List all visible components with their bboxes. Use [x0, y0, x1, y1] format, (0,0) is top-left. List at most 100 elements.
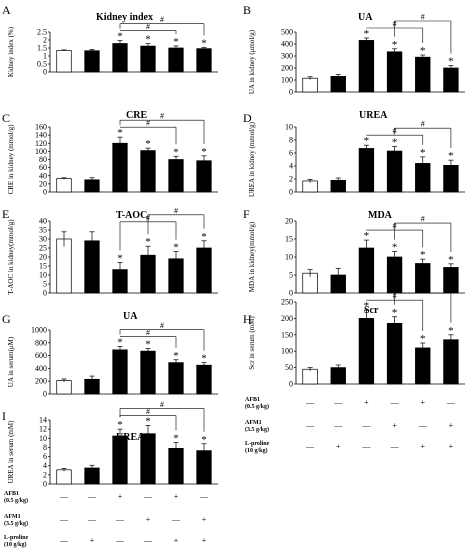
bracket-label: # — [174, 206, 178, 215]
significance-star: * — [145, 339, 151, 351]
significance-star: * — [201, 146, 207, 158]
y-tick-label: 400 — [281, 40, 293, 49]
bar — [196, 48, 212, 73]
treatment-row-label: L-proline — [4, 535, 29, 541]
y-tick-label: 35 — [39, 226, 47, 235]
y-tick-label: 160 — [35, 123, 47, 132]
y-tick-label: 300 — [281, 52, 293, 61]
significance-star: * — [201, 38, 207, 50]
significance-star: * — [117, 337, 123, 349]
treatment-sign: + — [202, 515, 207, 524]
panel-letter: I — [2, 409, 6, 423]
y-axis-label: UREA in serum (mM) — [7, 420, 15, 483]
y-axis-label: Scr in serum (mM) — [248, 316, 256, 370]
y-tick-label: 0 — [43, 68, 47, 77]
y-tick-label: 0 — [43, 289, 47, 298]
treatment-row-label: (3.5 g/kg) — [4, 520, 28, 527]
panel-letter: B — [243, 3, 251, 17]
y-tick-label: 4 — [289, 162, 293, 171]
bracket-label: # — [146, 328, 150, 337]
significance-star: * — [173, 432, 179, 444]
bar — [112, 142, 128, 193]
y-tick-label: 600 — [35, 351, 47, 360]
treatment-sign: — — [115, 515, 125, 524]
bar — [415, 347, 431, 385]
bar — [302, 368, 318, 385]
significance-star: * — [364, 230, 370, 242]
panel-title: T-AOC — [116, 210, 147, 221]
y-tick-label: 200 — [35, 377, 47, 386]
y-tick-label: 100 — [35, 147, 47, 156]
treatment-sign: — — [333, 421, 343, 430]
panel-letter: G — [2, 312, 11, 326]
bar — [56, 469, 72, 485]
y-tick-label: 400 — [35, 364, 47, 373]
bar — [196, 364, 212, 395]
panel-title: Scr — [364, 305, 379, 316]
bar — [386, 150, 403, 193]
bar — [386, 51, 403, 93]
treatment-row-label: L-proline — [245, 441, 270, 447]
treatment-sign: + — [146, 515, 151, 524]
treatment-row-label: AFM1 — [4, 514, 21, 520]
y-tick-label: 40 — [39, 217, 47, 226]
significance-star: * — [448, 150, 454, 162]
panel-title: UREA — [116, 432, 145, 443]
significance-star: * — [448, 325, 454, 337]
y-tick-label: 15 — [39, 262, 47, 271]
treatment-sign: + — [336, 442, 341, 451]
bracket-label: # — [146, 22, 150, 31]
y-tick-label: 0.5 — [37, 60, 47, 69]
treatment-sign: — — [143, 492, 153, 501]
panel-letter: C — [2, 111, 10, 125]
treatment-sign: — — [446, 398, 456, 407]
y-axis-label: UA in serum(μM) — [7, 336, 15, 387]
y-tick-label: 2 — [43, 470, 47, 479]
y-tick-label: 50 — [285, 363, 293, 372]
treatment-row-label: (10 g/kg) — [245, 447, 268, 454]
significance-star: * — [420, 249, 426, 261]
treatment-sign: — — [87, 492, 97, 501]
bracket-label: # — [160, 15, 164, 24]
bar — [443, 67, 459, 93]
y-tick-label: 8 — [43, 443, 47, 452]
y-tick-label: 2 — [289, 175, 293, 184]
y-tick-label: 5 — [289, 271, 293, 280]
significance-star: * — [201, 434, 207, 446]
y-axis-label: Kidney index (%) — [7, 26, 15, 77]
y-tick-label: 4 — [43, 461, 47, 470]
bracket-label: # — [421, 285, 425, 294]
significance-star: * — [201, 353, 207, 365]
y-tick-label: 250 — [281, 298, 293, 307]
significance-star: * — [173, 146, 179, 158]
significance-star: * — [392, 137, 398, 149]
significance-star: * — [117, 419, 123, 431]
bar — [443, 267, 459, 294]
y-tick-label: 500 — [281, 28, 293, 37]
significance-star: * — [145, 34, 151, 46]
treatment-sign: + — [364, 398, 369, 407]
treatment-sign: + — [420, 398, 425, 407]
y-tick-label: 20 — [39, 253, 47, 262]
treatment-sign: — — [199, 492, 209, 501]
bar — [168, 47, 184, 73]
significance-star: * — [392, 39, 398, 51]
panel-letter: D — [243, 111, 252, 125]
panel-letter: F — [243, 207, 250, 221]
significance-star: * — [448, 56, 454, 68]
bar — [358, 40, 375, 93]
y-tick-label: 0 — [289, 188, 293, 197]
panel-title: UA — [123, 311, 138, 322]
y-tick-label: 120 — [35, 139, 47, 148]
treatment-sign: — — [59, 536, 69, 545]
treatment-sign: — — [361, 421, 371, 430]
significance-star: * — [173, 36, 179, 48]
y-tick-label: 30 — [39, 235, 47, 244]
significance-star: * — [117, 127, 123, 139]
significance-star: * — [420, 45, 426, 57]
bar — [302, 180, 318, 193]
treatment-sign: — — [87, 515, 97, 524]
bracket-label: # — [160, 400, 164, 409]
y-axis-label: UREA in kidney (mmol/g) — [248, 121, 256, 197]
